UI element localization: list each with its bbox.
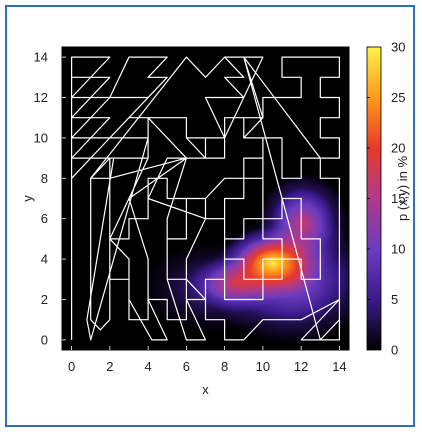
plot-border <box>61 46 350 351</box>
y-tick-label: 0 <box>41 332 48 347</box>
y-axis-ticks: 0 2 4 6 8 10 12 14 <box>34 50 66 347</box>
x-tick-label: 4 <box>144 359 151 374</box>
y-tick-label: 10 <box>34 130 48 145</box>
y-axis-label: y <box>20 195 35 202</box>
x-tick-label: 6 <box>183 359 190 374</box>
colorbar-tick-label: 10 <box>391 242 405 257</box>
x-tick-label: 2 <box>106 359 113 374</box>
density-blob-4 <box>142 241 288 334</box>
density-map <box>62 47 349 350</box>
trajectory-path <box>70 56 340 341</box>
x-axis-ticks: 0 2 4 6 8 10 12 14 <box>68 346 347 374</box>
y-tick-label: 2 <box>41 292 48 307</box>
y-tick-label: 8 <box>41 171 48 186</box>
x-tick-label: 10 <box>256 359 270 374</box>
x-tick-label: 14 <box>332 359 346 374</box>
colorbar-tick-label: 20 <box>391 141 405 156</box>
x-tick-label: 12 <box>294 359 308 374</box>
x-axis-label: x <box>202 382 209 397</box>
colorbar-tick-label: 0 <box>391 343 398 358</box>
trajectory-layer <box>70 56 340 341</box>
colorbar-tick-label: 5 <box>391 292 398 307</box>
y-tick-label: 4 <box>41 252 48 267</box>
x-tick-label: 8 <box>221 359 228 374</box>
y-tick-label: 6 <box>41 211 48 226</box>
y-tick-label: 14 <box>34 50 48 65</box>
colorbar-tick-label: 30 <box>391 40 405 55</box>
colorbar-ticks: 0 5 10 15 20 25 30 <box>367 40 405 358</box>
colorbar-tick-label: 25 <box>391 90 405 105</box>
y-tick-label: 12 <box>34 90 48 105</box>
colorbar-label: p (x,y) in % <box>395 156 410 221</box>
colorbar-tick-label: 15 <box>391 191 405 206</box>
x-tick-label: 0 <box>68 359 75 374</box>
